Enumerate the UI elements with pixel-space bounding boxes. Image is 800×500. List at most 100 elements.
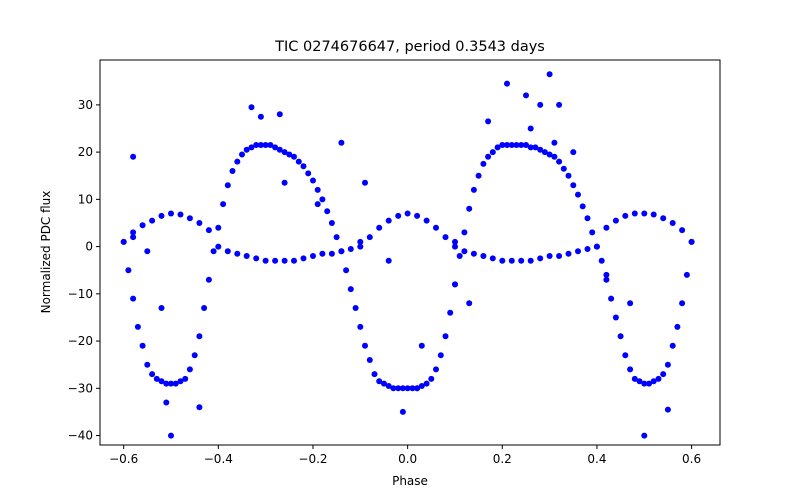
data-point bbox=[470, 186, 477, 193]
data-point bbox=[523, 142, 529, 148]
data-point bbox=[149, 217, 156, 224]
data-point bbox=[347, 286, 354, 293]
data-point bbox=[153, 375, 160, 382]
data-point bbox=[253, 142, 260, 148]
data-point bbox=[650, 211, 657, 218]
data-point bbox=[366, 234, 373, 241]
data-point bbox=[319, 250, 326, 257]
data-point bbox=[248, 104, 255, 111]
data-point bbox=[551, 153, 558, 160]
data-point bbox=[347, 246, 354, 252]
data-point bbox=[215, 224, 222, 231]
data-point bbox=[366, 357, 373, 363]
data-point bbox=[362, 342, 368, 349]
data-point bbox=[452, 243, 458, 250]
data-point bbox=[556, 101, 563, 108]
data-point bbox=[570, 182, 577, 189]
data-point bbox=[622, 212, 629, 219]
data-point bbox=[551, 139, 558, 146]
data-point bbox=[272, 257, 279, 264]
data-point bbox=[480, 160, 487, 167]
data-point bbox=[556, 158, 563, 165]
data-point bbox=[579, 203, 586, 210]
data-point bbox=[466, 300, 473, 307]
data-point bbox=[404, 210, 411, 217]
y-tick-label: −40 bbox=[68, 429, 93, 443]
x-tick-label: 0.0 bbox=[398, 452, 417, 466]
data-point bbox=[504, 142, 510, 148]
data-point bbox=[333, 234, 340, 241]
data-point bbox=[319, 196, 326, 203]
data-point bbox=[470, 250, 477, 257]
data-point bbox=[437, 352, 444, 359]
data-point bbox=[196, 404, 203, 411]
data-point bbox=[139, 222, 146, 229]
y-tick-label: 0 bbox=[85, 240, 93, 254]
data-point bbox=[352, 305, 359, 311]
data-point bbox=[565, 172, 572, 179]
data-point bbox=[381, 380, 387, 387]
data-point bbox=[205, 227, 212, 234]
data-point bbox=[272, 144, 279, 151]
data-point bbox=[130, 234, 137, 241]
data-point bbox=[527, 144, 534, 151]
data-point bbox=[485, 118, 492, 125]
data-point bbox=[475, 172, 482, 179]
data-point bbox=[291, 153, 297, 160]
data-point bbox=[603, 276, 610, 283]
data-point bbox=[612, 217, 619, 224]
data-point bbox=[442, 234, 449, 241]
x-tick-label: −0.2 bbox=[298, 452, 327, 466]
data-point bbox=[664, 361, 671, 368]
data-point bbox=[575, 248, 581, 255]
data-point bbox=[589, 229, 596, 236]
data-point bbox=[518, 142, 525, 148]
data-point bbox=[499, 142, 506, 148]
data-point bbox=[371, 371, 378, 378]
data-point bbox=[485, 153, 492, 160]
data-point bbox=[163, 380, 170, 387]
data-point bbox=[229, 168, 236, 174]
data-point bbox=[257, 113, 264, 120]
data-point bbox=[276, 146, 283, 153]
data-point bbox=[683, 271, 690, 278]
data-point bbox=[603, 271, 610, 278]
data-point bbox=[414, 385, 421, 392]
data-point bbox=[120, 238, 127, 245]
data-point bbox=[158, 378, 165, 385]
data-point bbox=[191, 352, 198, 359]
data-point bbox=[423, 380, 430, 387]
data-point bbox=[357, 323, 364, 330]
data-point bbox=[257, 142, 264, 148]
y-tick-label: 20 bbox=[78, 145, 93, 159]
data-point bbox=[310, 253, 316, 259]
data-point bbox=[262, 257, 269, 264]
data-point bbox=[537, 101, 544, 108]
data-point bbox=[267, 142, 274, 148]
data-point bbox=[186, 366, 193, 373]
data-point bbox=[452, 238, 458, 245]
data-point bbox=[234, 158, 241, 165]
x-tick-label: −0.4 bbox=[204, 452, 233, 466]
data-point bbox=[224, 182, 231, 189]
data-point bbox=[385, 217, 392, 224]
data-point bbox=[220, 201, 227, 208]
data-point bbox=[608, 295, 615, 302]
data-point bbox=[338, 248, 345, 255]
data-point bbox=[385, 257, 392, 264]
data-point bbox=[324, 208, 331, 215]
data-point bbox=[466, 205, 473, 212]
data-point bbox=[201, 305, 208, 311]
data-point bbox=[182, 375, 189, 382]
data-point bbox=[305, 170, 312, 177]
data-point bbox=[224, 248, 231, 255]
data-point bbox=[660, 371, 667, 378]
data-point bbox=[641, 380, 648, 387]
data-point bbox=[489, 149, 496, 156]
data-point bbox=[433, 366, 439, 373]
data-point bbox=[527, 125, 534, 132]
data-point bbox=[262, 142, 269, 148]
data-point bbox=[418, 383, 425, 389]
data-point bbox=[168, 210, 174, 217]
